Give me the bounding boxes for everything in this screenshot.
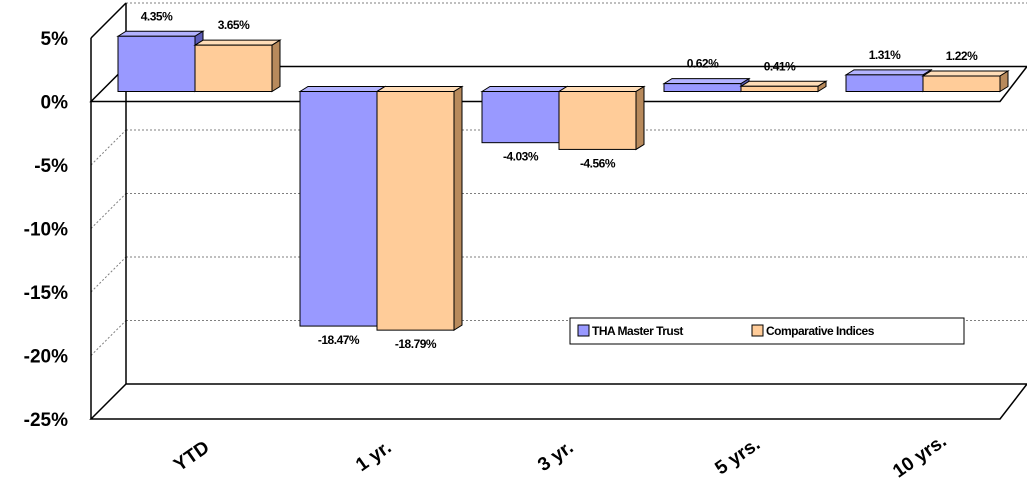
bar-comp-3: [739, 80, 828, 93]
legend-swatch-comparative-indices: [751, 324, 764, 337]
x-tick-label: 5 yrs.: [711, 434, 764, 480]
y-tick-label: -25%: [24, 410, 68, 431]
floor: [89, 383, 1027, 420]
side-gridline: [90, 129, 127, 166]
plot-frame: [89, 2, 1027, 420]
data-label: -18.47%: [318, 333, 360, 347]
data-label: -4.56%: [580, 156, 616, 170]
data-label: 1.22%: [946, 49, 978, 63]
bar-tha-2: [480, 85, 569, 144]
bars: [116, 30, 1010, 332]
legend: THA Master Trust Comparative Indices: [569, 317, 965, 345]
bar-tha-4: [844, 68, 933, 93]
y-tick-label: -15%: [24, 283, 68, 304]
data-label: -18.79%: [395, 337, 437, 351]
y-tick-label: 0%: [41, 93, 69, 114]
data-label: 3.65%: [218, 18, 250, 32]
side-gridline: [90, 320, 127, 356]
data-label: 0.41%: [764, 59, 796, 73]
y-tick-label: -10%: [24, 220, 68, 241]
y-axis-ticks: 5% 0% -5% -10% -15% -20% -25%: [24, 29, 68, 431]
y-tick-label: -20%: [24, 347, 68, 368]
x-tick-label: 3 yr.: [534, 437, 577, 476]
data-label: 1.31%: [869, 48, 901, 62]
x-tick-label: YTD: [170, 437, 213, 476]
y-tick-label: 5%: [41, 29, 69, 50]
legend-box: [569, 317, 965, 345]
x-tick-label: 1 yr.: [352, 437, 395, 476]
data-label: -4.03%: [503, 150, 539, 164]
side-gridline: [90, 256, 127, 293]
bar-comp-1: [375, 85, 464, 332]
data-labels: 4.35% 3.65% -18.47% -18.79% -4.03% -4.56% 0.62…: [141, 9, 979, 351]
side-top-edge: [90, 2, 127, 39]
legend-label-tha-master-trust: THA Master Trust: [592, 324, 683, 338]
bar-comp-2: [557, 85, 646, 151]
x-tick-label: 10 yrs.: [889, 431, 950, 483]
data-label: 4.35%: [141, 9, 173, 23]
data-label: 0.62%: [687, 57, 719, 71]
x-axis-ticks: YTD 1 yr. 3 yr. 5 yrs. 10 yrs.: [170, 431, 950, 483]
bar-tha-3: [662, 77, 751, 93]
side-gridline: [90, 193, 127, 229]
bar-tha-0: [116, 30, 205, 93]
legend-label-comparative-indices: Comparative Indices: [766, 324, 875, 338]
bar-comp-0: [193, 39, 282, 93]
bar-tha-1: [298, 85, 387, 327]
y-tick-label: -5%: [34, 156, 68, 177]
zero-plane: [89, 65, 1027, 103]
bar-comp-4: [921, 70, 1010, 93]
legend-swatch-tha-master-trust: [577, 324, 590, 337]
